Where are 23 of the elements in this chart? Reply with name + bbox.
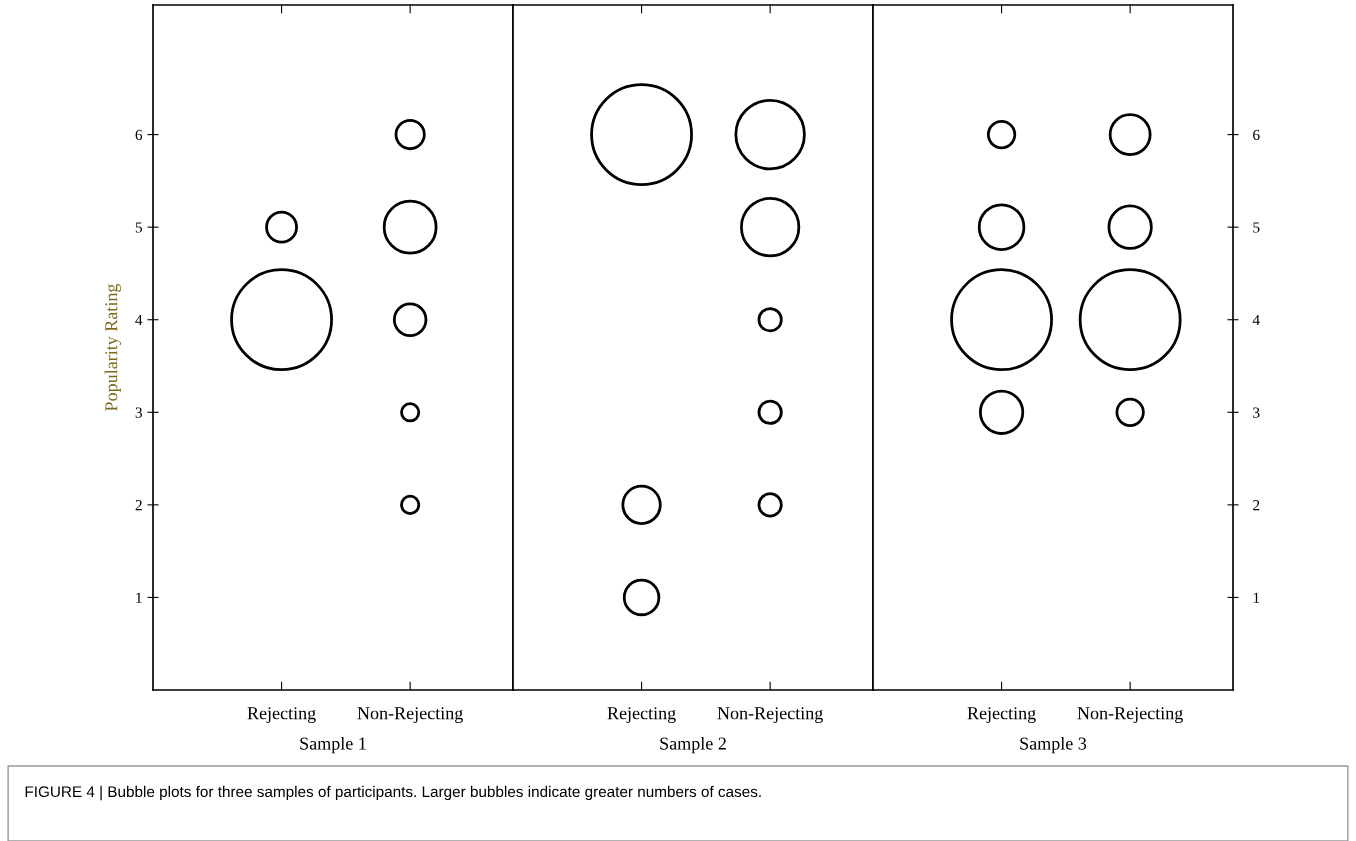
y-tick-label: 2 xyxy=(135,500,142,511)
y-axis-title: Popularity Rating xyxy=(104,283,122,411)
y-tick-label: 1 xyxy=(1253,592,1260,603)
x-tick-label: Rejecting xyxy=(967,707,1036,724)
y-tick-label: 2 xyxy=(1253,500,1260,511)
x-tick-label: Non-Rejecting xyxy=(1077,707,1183,724)
y-tick-label: 3 xyxy=(135,407,142,418)
y-tick-label: 1 xyxy=(136,592,142,603)
caption: FIGURE 4 | Bubble plots for three samples of participants. Larger bubbles indicate greater numbers of cases. xyxy=(25,785,761,801)
y-tick-label: 5 xyxy=(1253,222,1260,233)
y-tick-label: 4 xyxy=(135,314,143,326)
y-tick-label: 6 xyxy=(135,129,143,141)
y-tick-label: 3 xyxy=(1253,407,1260,418)
x-axis-title: Sample 2 xyxy=(660,736,726,754)
x-axis-title: Sample 3 xyxy=(1020,736,1087,754)
x-tick-label: Non-Rejecting xyxy=(717,707,823,724)
x-tick-label: Non-Rejecting xyxy=(357,707,463,724)
y-tick-label: 6 xyxy=(1253,129,1260,141)
x-tick-label: Rejecting xyxy=(607,707,676,724)
x-tick-label: Rejecting xyxy=(247,707,316,724)
y-tick-label: 4 xyxy=(1252,314,1260,326)
x-axis-title: Sample 1 xyxy=(300,736,366,754)
y-tick-label: 5 xyxy=(135,222,142,233)
